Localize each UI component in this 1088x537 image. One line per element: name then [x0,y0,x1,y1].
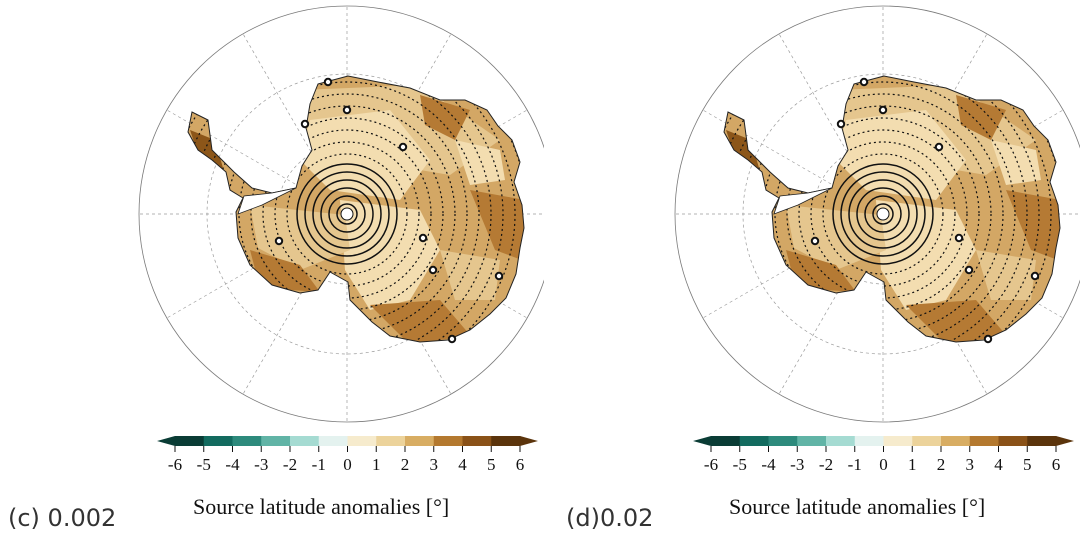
colorbar-tick-label: 2 [401,455,410,474]
site-marker [300,119,310,129]
colorbar-segment [969,436,999,446]
colorbar-tick-label: 0 [879,455,888,474]
panel-label: (d)0.02 [566,504,654,532]
colorbar-tick-label: 4 [994,455,1003,474]
colorbar-extend-max [520,436,538,446]
site-marker [398,142,408,152]
polar-map [138,5,544,423]
site-marker [878,105,888,115]
colorbar-segment [347,436,377,446]
colorbar: -6 -5 -4 -3 -2 -1 0 1 2 3 4 5 6 [693,436,1074,474]
colorbar-tick-label: 0 [343,455,352,474]
colorbar-tick-label: -3 [790,455,804,474]
colorbar-tick-label: 5 [487,455,496,474]
colorbar-title: Source latitude anomalies [°] [729,494,986,519]
colorbar-tick-label: 6 [516,455,525,474]
site-marker [964,265,974,275]
colorbar-tick-label: 6 [1052,455,1061,474]
site-marker [342,105,352,115]
colorbar-tick-label: 1 [372,455,381,474]
colorbar-segment [941,436,971,446]
site-marker [323,77,333,87]
colorbar-title: Source latitude anomalies [°] [193,494,450,519]
site-marker [859,77,869,87]
colorbar-segment [318,436,348,446]
colorbar-segment [433,436,463,446]
site-marker [428,265,438,275]
colorbar-segment [711,436,741,446]
colorbar-segment [1027,436,1057,446]
colorbar-segment [261,436,291,446]
panel-c: -6 -5 -4 -3 -2 -1 0 1 2 3 4 5 6 Source latitude anom… [8,5,544,532]
colorbar-tick-label: -5 [197,455,211,474]
colorbar-tick-label: -4 [225,455,240,474]
colorbar-segment [462,436,492,446]
colorbar-segment [203,436,233,446]
coastline [187,75,525,343]
colorbar-tick-label: -3 [254,455,268,474]
colorbar-tick-label: 2 [937,455,946,474]
colorbar-extend-min [693,436,711,446]
polar-rings [832,163,934,265]
site-marker [447,334,457,344]
site-marker [810,236,820,246]
panel-d: -6 -5 -4 -3 -2 -1 0 1 2 3 4 5 6 Source latitude anom… [536,0,1080,537]
site-marker [494,271,504,281]
colorbar-tick-label: 3 [430,455,439,474]
colorbar-segment [998,436,1028,446]
coastline [723,75,1061,343]
colorbar-segment [290,436,320,446]
site-marker [836,119,846,129]
colorbar-segment [768,436,798,446]
colorbar-tick-label: 4 [458,455,467,474]
colorbar-segment [854,436,884,446]
colorbar-tick-label: -2 [819,455,833,474]
colorbar-tick-label: -2 [283,455,297,474]
ice-shelf [237,187,297,215]
site-marker [418,233,428,243]
colorbar-extend-max [1056,436,1074,446]
colorbar-segment [797,436,827,446]
colorbar-tick-label: 1 [908,455,917,474]
colorbar-tick-label: -6 [704,455,718,474]
site-marker [983,334,993,344]
colorbar-segment [175,436,205,446]
colorbar-tick-label: 3 [966,455,975,474]
colorbar-tick-label: -1 [848,455,862,474]
colorbar-tick-label: -1 [312,455,326,474]
colorbar-segment [491,436,521,446]
colorbar-tick-label: 5 [1023,455,1032,474]
site-marker [954,233,964,243]
colorbar: -6 -5 -4 -3 -2 -1 0 1 2 3 4 5 6 [157,436,538,474]
colorbar-segment [405,436,435,446]
polar-map [674,5,1080,423]
colorbar-segment [232,436,262,446]
colorbar-tick-label: -4 [761,455,776,474]
colorbar-tick-label: -5 [733,455,747,474]
colorbar-segment [883,436,913,446]
polar-rings [296,163,398,265]
site-marker [274,236,284,246]
colorbar-tick-label: -6 [168,455,182,474]
colorbar-segment [739,436,769,446]
colorbar-extend-min [157,436,175,446]
ice-shelf [773,187,833,215]
colorbar-segment [826,436,856,446]
colorbar-segment [376,436,406,446]
panel-label: (c) 0.002 [8,504,117,532]
site-marker [934,142,944,152]
colorbar-segment [912,436,942,446]
site-marker [1030,271,1040,281]
